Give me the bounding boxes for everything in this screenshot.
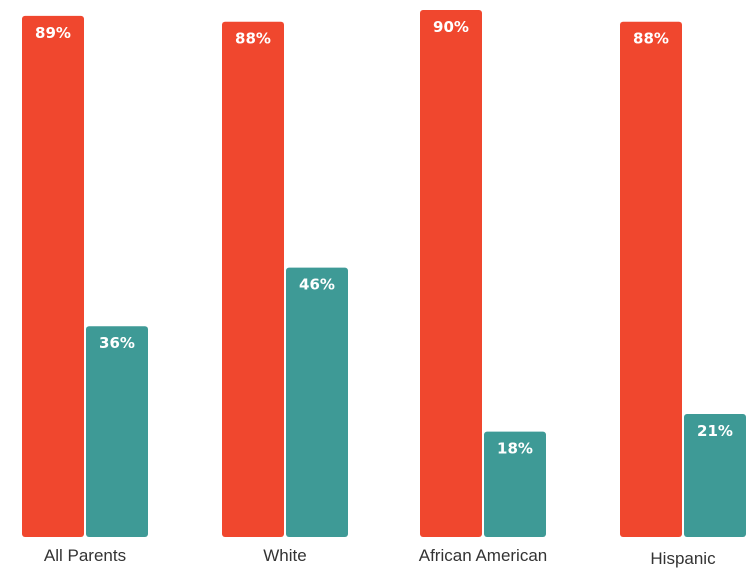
- value-label: 89%: [35, 24, 71, 42]
- bar-all-parents-series-1: [22, 15, 84, 538]
- category-labels-group: All Parents White African American Hispanic: [44, 546, 716, 568]
- bar-white-series-2: [286, 267, 348, 537]
- category-label: African American: [419, 546, 548, 565]
- value-label: 21%: [697, 422, 733, 440]
- value-label: 88%: [235, 30, 271, 48]
- bar-all-parents-series-2: [86, 326, 148, 537]
- bar-hispanic-series-1: [620, 21, 682, 537]
- value-label: 90%: [433, 18, 469, 36]
- value-labels-group: 89% 36% 88% 46% 90% 18% 88% 21%: [35, 18, 733, 458]
- value-label: 46%: [299, 276, 335, 294]
- value-label: 36%: [99, 334, 135, 352]
- value-label: 18%: [497, 440, 533, 458]
- value-label: 88%: [633, 30, 669, 48]
- bar-white-series-1: [222, 21, 284, 537]
- bars-group: [22, 10, 746, 538]
- category-label: Hispanic: [650, 549, 716, 568]
- bar-hispanic-series-2: [684, 414, 746, 537]
- bar-african-american-series-1: [420, 10, 482, 537]
- category-label: White: [263, 546, 306, 565]
- bar-african-american-series-2: [484, 431, 546, 537]
- category-label: All Parents: [44, 546, 126, 565]
